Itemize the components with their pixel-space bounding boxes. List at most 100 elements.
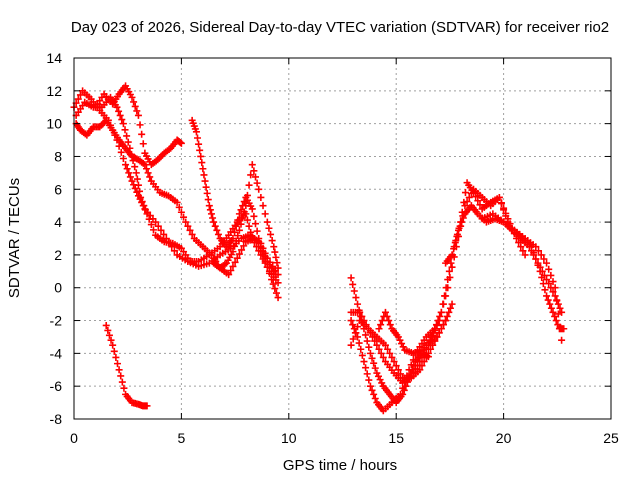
data-point <box>115 366 123 374</box>
plot-frame <box>73 57 612 420</box>
data-point <box>351 329 359 337</box>
data-point <box>124 138 132 146</box>
data-point <box>352 294 360 302</box>
data-point <box>115 107 123 115</box>
data-point <box>545 265 553 273</box>
data-point <box>199 165 207 173</box>
data-point <box>213 226 221 234</box>
grid-lines <box>74 58 611 419</box>
data-point <box>394 366 402 374</box>
data-point <box>173 198 181 206</box>
data-point <box>409 356 417 364</box>
data-point <box>451 239 459 247</box>
data-point <box>170 247 178 255</box>
data-point <box>476 201 484 209</box>
data-point <box>141 161 149 169</box>
data-point <box>369 333 377 341</box>
data-point <box>263 254 271 262</box>
data-point <box>137 193 145 201</box>
data-point <box>143 210 151 218</box>
data-point <box>128 177 136 185</box>
data-point <box>370 359 378 367</box>
data-point <box>538 273 546 281</box>
y-tick-label: -8 <box>50 411 63 427</box>
data-point <box>453 232 461 240</box>
data-point <box>76 91 84 99</box>
data-point <box>448 251 456 259</box>
data-point <box>128 93 136 101</box>
data-point <box>227 266 235 274</box>
data-point <box>134 181 142 189</box>
data-point <box>149 226 157 234</box>
data-point <box>381 308 389 316</box>
data-point <box>175 203 183 211</box>
x-tick-label: 15 <box>388 430 404 446</box>
data-point <box>350 287 358 295</box>
data-point <box>235 210 243 218</box>
data-point <box>235 226 243 234</box>
data-point <box>271 248 279 256</box>
data-point <box>535 247 543 255</box>
data-point <box>412 365 420 373</box>
data-point <box>470 189 478 197</box>
data-point <box>373 369 381 377</box>
data-point <box>253 239 261 247</box>
data-point <box>225 271 233 279</box>
data-point <box>552 317 560 325</box>
data-point <box>261 210 269 218</box>
data-point <box>356 308 364 316</box>
data-point <box>448 263 456 271</box>
y-tick-label: 10 <box>46 116 62 132</box>
data-point <box>517 243 525 251</box>
data-point <box>349 280 357 288</box>
data-point <box>416 366 424 374</box>
series-track-6 <box>210 161 282 272</box>
x-tick-label: 10 <box>281 430 297 446</box>
data-point <box>229 248 237 256</box>
data-points <box>70 82 568 415</box>
data-point <box>373 341 381 349</box>
data-point <box>360 317 368 325</box>
data-point <box>450 245 458 253</box>
data-point <box>445 308 453 316</box>
data-point <box>192 128 200 136</box>
data-point <box>407 372 415 380</box>
data-point <box>543 292 551 300</box>
data-point <box>112 353 120 361</box>
data-point <box>180 213 188 221</box>
data-point <box>200 171 208 179</box>
data-point <box>154 222 162 230</box>
y-tick-label: 0 <box>54 280 62 296</box>
data-point <box>274 264 282 272</box>
data-point <box>269 262 277 270</box>
data-point <box>117 372 125 380</box>
data-point <box>396 390 404 398</box>
data-point <box>365 343 373 351</box>
data-point <box>231 258 239 266</box>
y-tick-label: 6 <box>54 181 62 197</box>
data-point <box>267 230 275 238</box>
data-point <box>560 325 568 333</box>
data-point <box>459 214 467 222</box>
data-point <box>448 300 456 308</box>
data-point <box>368 386 376 394</box>
data-point <box>214 230 222 238</box>
data-point <box>270 243 278 251</box>
data-point <box>271 285 279 293</box>
data-point <box>188 230 196 238</box>
data-point <box>133 175 141 183</box>
data-point <box>443 312 451 320</box>
data-point <box>235 250 243 258</box>
data-point <box>245 181 253 189</box>
data-point <box>546 300 554 308</box>
data-point <box>240 208 248 216</box>
data-point <box>428 333 436 341</box>
data-point <box>160 230 168 238</box>
data-point <box>439 300 447 308</box>
data-point <box>431 325 439 333</box>
data-point <box>445 267 453 275</box>
data-point <box>456 222 464 230</box>
data-point <box>123 165 131 173</box>
data-point <box>274 271 282 279</box>
data-point <box>134 111 142 119</box>
